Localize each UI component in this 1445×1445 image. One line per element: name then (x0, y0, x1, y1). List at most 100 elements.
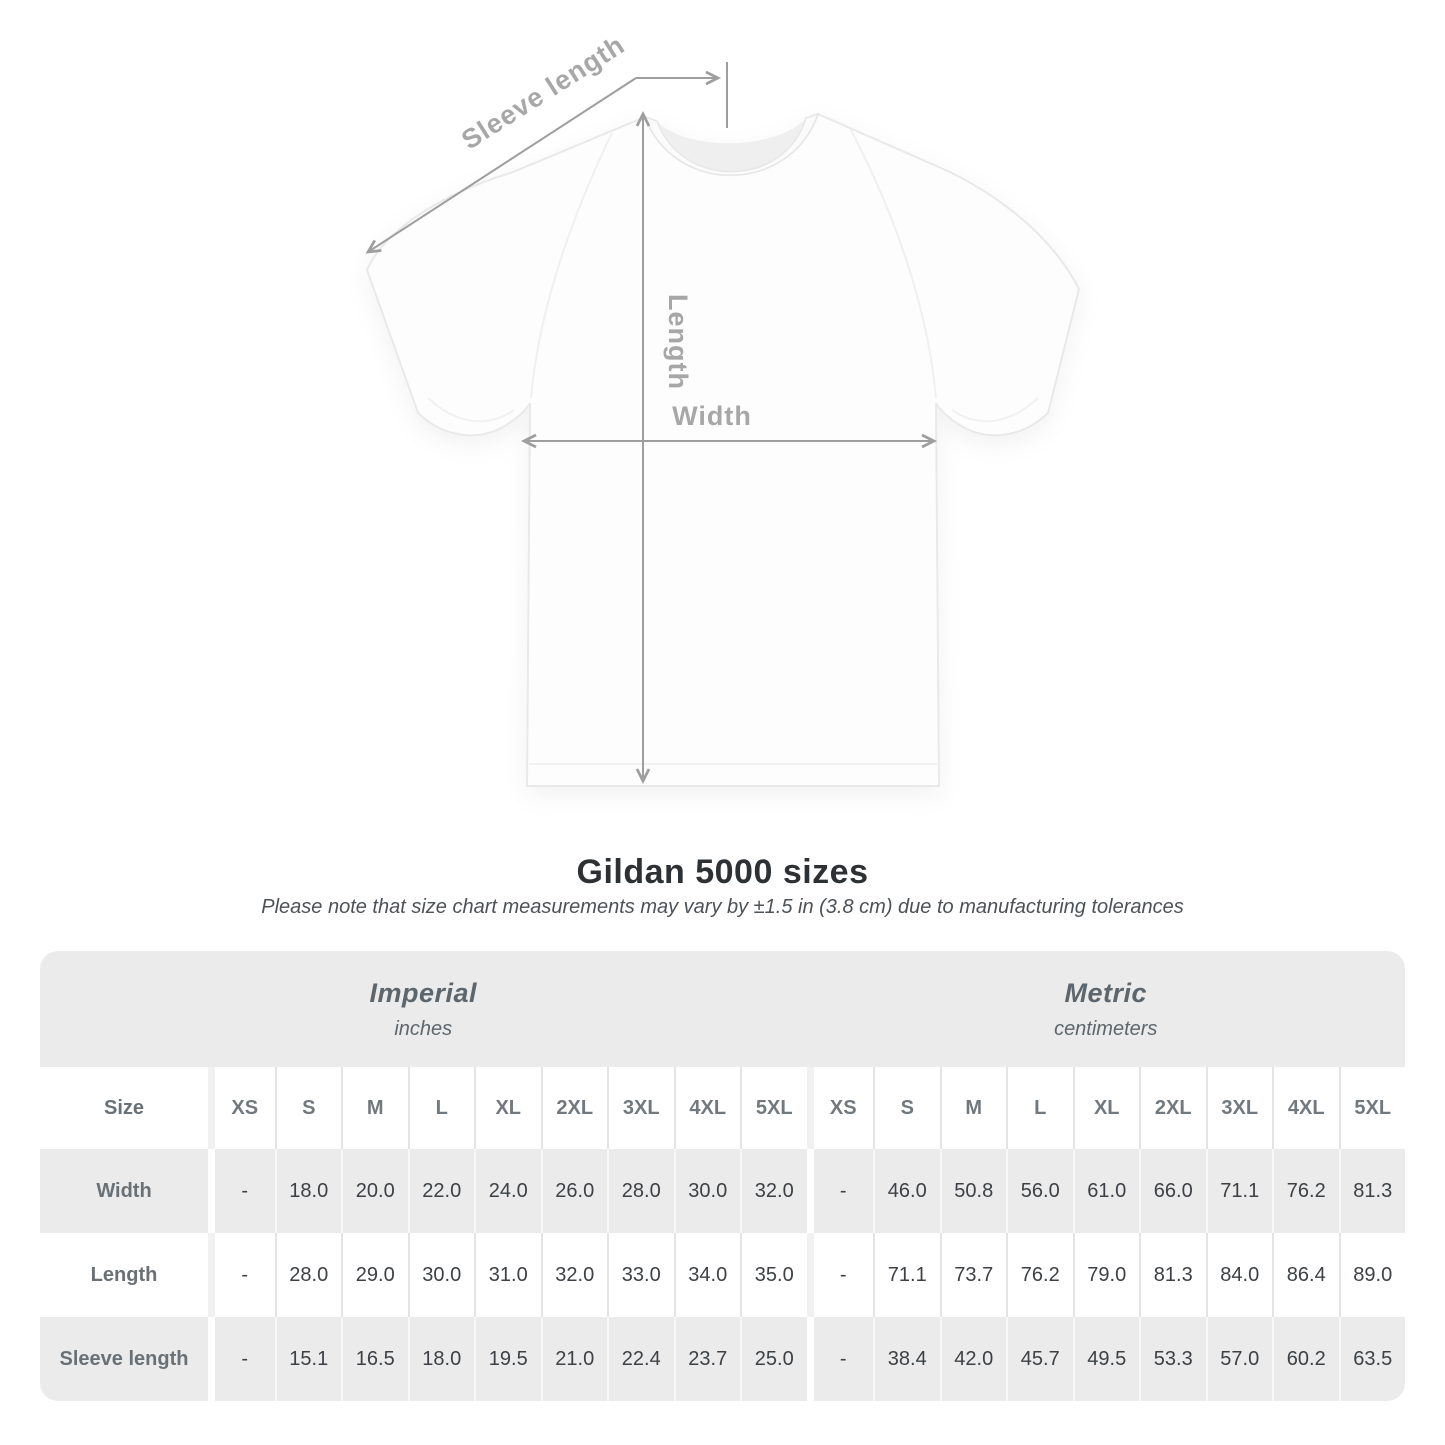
size-header-imperial-xl: XL (474, 1067, 541, 1149)
value-cell: 56.0 (1006, 1149, 1073, 1233)
value-cell: 20.0 (341, 1149, 408, 1233)
row-label: Width (96, 1179, 152, 1202)
value-cell: 32.0 (540, 1233, 608, 1317)
value-cell: 81.3 (1139, 1233, 1206, 1317)
tshirt-measurement-diagram: Sleeve length Length Width (365, 30, 1081, 787)
metric-group-header: Metric centimeters (807, 951, 1406, 1067)
sleeve-length-arrow (365, 77, 637, 254)
value-cell: - (806, 1149, 874, 1233)
page-title: Gildan 5000 sizes (576, 853, 869, 891)
measurement-annotations (365, 62, 938, 785)
tshirt-right-sleeve-stitch (951, 397, 1039, 423)
value-cell: 60.2 (1272, 1317, 1339, 1401)
value-cell: 25.0 (740, 1317, 807, 1401)
value-cell: 73.7 (939, 1233, 1007, 1317)
value-cell: 28.0 (607, 1149, 674, 1233)
width-label: Width (672, 401, 752, 431)
value-cell: 29.0 (341, 1233, 408, 1317)
value-cell: 76.2 (1006, 1233, 1073, 1317)
value-cell: 30.0 (407, 1233, 475, 1317)
tshirt-illustration (365, 112, 1081, 787)
row-label: Length (90, 1263, 158, 1286)
value-cell: 57.0 (1205, 1317, 1273, 1401)
value-cell: - (208, 1149, 275, 1233)
size-column-header: Size (103, 1096, 145, 1119)
value-cell: 76.2 (1272, 1149, 1339, 1233)
value-cell: - (806, 1233, 874, 1317)
tshirt-left-sleeve-stitch (427, 397, 515, 423)
value-cell: 24.0 (474, 1149, 541, 1233)
size-header-metric-xl: XL (1072, 1067, 1140, 1149)
size-header-imperial-xs: XS (208, 1067, 275, 1149)
value-cell: 16.5 (341, 1317, 408, 1401)
value-cell: 22.0 (407, 1149, 475, 1233)
value-cell: 33.0 (607, 1233, 674, 1317)
length-label: Length (663, 294, 693, 390)
size-header-metric-5xl: 5XL (1338, 1067, 1406, 1149)
value-cell: 21.0 (540, 1317, 608, 1401)
size-header-imperial-5xl: 5XL (740, 1067, 807, 1149)
tshirt-right-armhole-seam (850, 129, 937, 399)
size-header-metric-s: S (873, 1067, 940, 1149)
value-cell: 31.0 (474, 1233, 541, 1317)
size-header-row: Size XS S M L XL 2XL 3XL 4XL 5XL XS S M L XL 2XL 3XL 4XL… (40, 1067, 1405, 1149)
tolerance-note: Please note that size chart measurements… (261, 896, 1184, 918)
metric-unit: centimeters (1054, 1017, 1158, 1040)
value-cell: 50.8 (939, 1149, 1007, 1233)
size-header-imperial-2xl: 2XL (540, 1067, 608, 1149)
imperial-group-header: Imperial inches (40, 951, 807, 1067)
value-cell: 38.4 (873, 1317, 940, 1401)
value-cell: 15.1 (274, 1317, 342, 1401)
metric-label: Metric (1064, 977, 1148, 1008)
size-header-metric-4xl: 4XL (1272, 1067, 1339, 1149)
value-cell: 81.3 (1338, 1149, 1406, 1233)
value-cell: - (208, 1233, 275, 1317)
size-header-imperial-3xl: 3XL (607, 1067, 674, 1149)
value-cell: 63.5 (1338, 1317, 1406, 1401)
value-cell: 86.4 (1272, 1233, 1339, 1317)
value-cell: 19.5 (474, 1317, 541, 1401)
value-cell: 46.0 (873, 1149, 940, 1233)
size-chart-page: Sleeve length Length Width Gildan 5000 s… (40, 30, 1405, 1401)
size-header-metric-m: M (939, 1067, 1007, 1149)
value-cell: 71.1 (1205, 1149, 1273, 1233)
size-header-imperial-4xl: 4XL (673, 1067, 741, 1149)
value-cell: 49.5 (1072, 1317, 1140, 1401)
size-header-imperial-l: L (407, 1067, 475, 1149)
value-cell: 89.0 (1338, 1233, 1406, 1317)
tshirt-diagram-svg: Sleeve length Length Width (365, 30, 1081, 787)
value-cell: 18.0 (274, 1149, 342, 1233)
measurement-row-length: Length -28.0 29.0 30.0 31.0 32.0 33.0 34.0 35.0-… (40, 1233, 1405, 1317)
unit-group-header-row: Imperial inches Metric centimeters (40, 951, 1405, 1067)
tshirt-collar-band (643, 112, 820, 176)
imperial-label: Imperial (369, 977, 478, 1008)
tshirt-body (365, 112, 1081, 787)
size-header-metric-l: L (1006, 1067, 1073, 1149)
value-cell: 35.0 (740, 1233, 807, 1317)
table-body: Width -18.0 20.0 22.0 24.0 26.0 28.0 30.0 32.0-4… (40, 1149, 1405, 1401)
value-cell: - (208, 1317, 275, 1401)
value-cell: 26.0 (540, 1149, 608, 1233)
measurement-row-width: Width -18.0 20.0 22.0 24.0 26.0 28.0 30.0 32.0-4… (40, 1149, 1405, 1233)
value-cell: 34.0 (673, 1233, 741, 1317)
value-cell: 23.7 (673, 1317, 741, 1401)
value-cell: 61.0 (1072, 1149, 1140, 1233)
imperial-unit: inches (394, 1017, 453, 1040)
size-table: Imperial inches Metric centimeters Size … (40, 951, 1405, 1401)
value-cell: 28.0 (274, 1233, 342, 1317)
value-cell: 84.0 (1205, 1233, 1273, 1317)
value-cell: 30.0 (673, 1149, 741, 1233)
size-header-metric-3xl: 3XL (1205, 1067, 1273, 1149)
value-cell: 42.0 (939, 1317, 1007, 1401)
size-header-imperial-m: M (341, 1067, 408, 1149)
value-cell: 66.0 (1139, 1149, 1206, 1233)
size-header-imperial-s: S (274, 1067, 342, 1149)
tshirt-left-armhole-seam (530, 132, 613, 399)
value-cell: 45.7 (1006, 1317, 1073, 1401)
value-cell: 53.3 (1139, 1317, 1206, 1401)
size-header-metric-2xl: 2XL (1139, 1067, 1206, 1149)
value-cell: 32.0 (740, 1149, 807, 1233)
size-header-metric-xs: XS (806, 1067, 874, 1149)
tshirt-neck-inside (657, 118, 806, 172)
value-cell: 79.0 (1072, 1233, 1140, 1317)
